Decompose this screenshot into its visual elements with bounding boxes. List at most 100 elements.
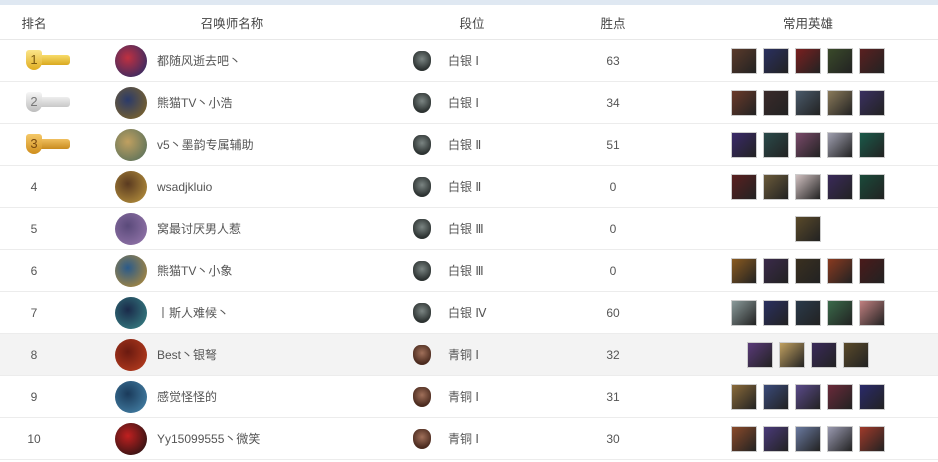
rank-number: 6 (30, 263, 38, 278)
hero-icon[interactable] (731, 383, 757, 410)
points: 0 (548, 207, 678, 250)
hero-icon[interactable] (763, 173, 789, 200)
rank-number: 4 (30, 179, 38, 194)
rank-number: 5 (30, 221, 38, 236)
table-row[interactable]: 8 Best丶银弩 青铜 Ⅰ 32 (0, 333, 938, 376)
hero-icon[interactable] (795, 131, 821, 158)
hero-icon[interactable] (731, 173, 757, 200)
hero-icon[interactable] (731, 47, 757, 74)
hero-icon[interactable] (795, 215, 821, 242)
hero-icon[interactable] (795, 173, 821, 200)
table-row[interactable]: 6 熊猫TV丶小象 白银 Ⅲ 0 (0, 249, 938, 292)
avatar[interactable] (115, 170, 147, 203)
hero-icon[interactable] (763, 299, 789, 326)
tier-cell: 白银 Ⅳ (396, 291, 548, 334)
hero-icon[interactable] (859, 299, 885, 326)
rank-cell: 1 (0, 39, 70, 82)
hero-icon[interactable] (827, 131, 853, 158)
hero-icon[interactable] (763, 131, 789, 158)
hero-icon[interactable] (731, 89, 757, 116)
name-cell: Yy15099555丶微笑 (68, 417, 396, 460)
hero-icon[interactable] (763, 383, 789, 410)
table-row[interactable]: 7 丨斯人难候丶 白银 Ⅳ 60 (0, 291, 938, 334)
hero-icon[interactable] (795, 425, 821, 452)
hero-icon[interactable] (827, 89, 853, 116)
hero-icon[interactable] (731, 131, 757, 158)
table-row[interactable]: 9 感觉怪怪的 青铜 Ⅰ 31 (0, 375, 938, 418)
heroes-cell (678, 123, 938, 166)
hero-icon[interactable] (859, 131, 885, 158)
table-row[interactable]: 4 wsadjkluio 白银 Ⅱ 0 (0, 165, 938, 208)
hero-icon[interactable] (827, 47, 853, 74)
summoner-name[interactable]: 熊猫TV丶小象 (157, 264, 233, 278)
rank-medal-icon: 3 (16, 133, 70, 156)
hero-icon[interactable] (731, 257, 757, 284)
heroes-cell (678, 165, 938, 208)
hero-icon[interactable] (827, 425, 853, 452)
hero-icon[interactable] (763, 257, 789, 284)
hero-icon[interactable] (795, 47, 821, 74)
avatar[interactable] (115, 254, 147, 287)
name-cell: 窝最讨厌男人惹 (68, 207, 396, 250)
summoner-name[interactable]: 丨斯人难候丶 (157, 306, 230, 320)
summoner-name[interactable]: wsadjkluio (157, 179, 213, 194)
hero-icon[interactable] (827, 383, 853, 410)
table-row[interactable]: 10 Yy15099555丶微笑 青铜 Ⅰ 30 (0, 417, 938, 460)
table-row[interactable]: 2 熊猫TV丶小浩 白银 Ⅰ 34 (0, 81, 938, 124)
summoner-name[interactable]: Yy15099555丶微笑 (157, 432, 261, 446)
summoner-name[interactable]: 熊猫TV丶小浩 (157, 96, 233, 110)
summoner-name[interactable]: 感觉怪怪的 (157, 390, 218, 404)
hero-icon[interactable] (795, 89, 821, 116)
hero-icon[interactable] (779, 341, 805, 368)
avatar[interactable] (115, 338, 147, 371)
hero-icon[interactable] (747, 341, 773, 368)
points: 30 (548, 417, 678, 460)
hero-icon[interactable] (795, 383, 821, 410)
points: 60 (548, 291, 678, 334)
name-cell: wsadjkluio (68, 165, 396, 208)
hero-icon[interactable] (795, 299, 821, 326)
hero-icon[interactable] (859, 89, 885, 116)
summoner-name[interactable]: Best丶银弩 (157, 348, 218, 362)
hero-icon[interactable] (859, 425, 885, 452)
summoner-name[interactable]: 都随风逝去吧丶 (157, 54, 242, 68)
heroes-cell (678, 333, 938, 376)
summoner-name[interactable]: 窝最讨厌男人惹 (157, 222, 242, 236)
avatar[interactable] (115, 44, 147, 77)
hero-icon[interactable] (763, 47, 789, 74)
hero-icon[interactable] (827, 299, 853, 326)
ranking-table: 排名 召唤师名称 段位 胜点 常用英雄 1 都随风逝去吧丶 白银 Ⅰ 63 2 … (0, 5, 938, 460)
avatar[interactable] (115, 86, 147, 119)
hero-icon[interactable] (731, 425, 757, 452)
hero-icon[interactable] (731, 299, 757, 326)
hero-icon[interactable] (763, 425, 789, 452)
avatar[interactable] (115, 128, 147, 161)
hero-icon[interactable] (843, 341, 869, 368)
tier-cell: 白银 Ⅰ (396, 81, 548, 124)
hero-icon[interactable] (827, 257, 853, 284)
rank-cell: 10 (0, 417, 68, 460)
summoner-name[interactable]: v5丶墨韵专属辅助 (157, 138, 254, 152)
hero-icon[interactable] (795, 257, 821, 284)
rank-cell: 2 (0, 81, 70, 124)
table-row[interactable]: 3 v5丶墨韵专属辅助 白银 Ⅱ 51 (0, 123, 938, 166)
header-heroes: 常用英雄 (678, 5, 938, 40)
rank-cell: 9 (0, 375, 68, 418)
rank-cell: 5 (0, 207, 68, 250)
hero-icon[interactable] (859, 173, 885, 200)
hero-icon[interactable] (811, 341, 837, 368)
avatar[interactable] (115, 296, 147, 329)
table-row[interactable]: 1 都随风逝去吧丶 白银 Ⅰ 63 (0, 39, 938, 82)
hero-icon[interactable] (827, 173, 853, 200)
avatar[interactable] (115, 380, 147, 413)
header-rank: 排名 (0, 5, 68, 40)
avatar[interactable] (115, 422, 147, 455)
hero-icon[interactable] (859, 383, 885, 410)
hero-icon[interactable] (859, 47, 885, 74)
avatar[interactable] (115, 212, 147, 245)
name-cell: 都随风逝去吧丶 (68, 39, 396, 82)
points: 31 (548, 375, 678, 418)
table-row[interactable]: 5 窝最讨厌男人惹 白银 Ⅲ 0 (0, 207, 938, 250)
hero-icon[interactable] (859, 257, 885, 284)
hero-icon[interactable] (763, 89, 789, 116)
